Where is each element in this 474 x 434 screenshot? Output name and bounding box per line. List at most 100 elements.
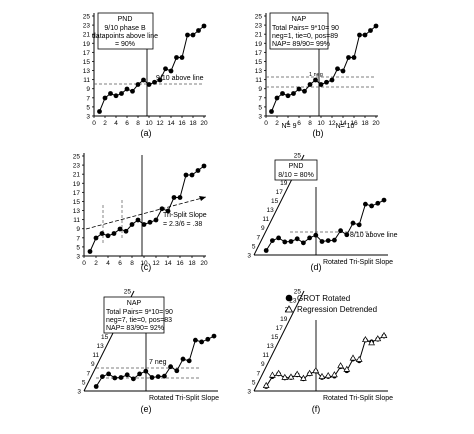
regression-point (293, 370, 301, 377)
caption-b: (b) (313, 128, 324, 138)
regression-point (262, 381, 270, 388)
x-tick-label: 20 (200, 260, 208, 267)
y-tick-label: 23 (73, 163, 81, 170)
regression-point (380, 331, 388, 338)
data-point (112, 375, 118, 381)
y-tick-label: 13 (96, 343, 104, 350)
data-point (174, 55, 179, 60)
caption-c: (c) (141, 262, 152, 272)
data-point (146, 82, 152, 87)
data-point (106, 371, 111, 377)
data-point (307, 82, 313, 87)
axes-c (83, 153, 206, 257)
x-ticks-a: 0 2 4 6 8 10 12 14 16 18 20 (92, 116, 208, 127)
data-point (362, 32, 368, 38)
y-tick-label: 7 (256, 370, 260, 377)
y-tick-label: 7 (258, 95, 262, 102)
y-tick-label: 21 (73, 172, 81, 179)
y-tick-label: 11 (262, 216, 269, 223)
regression-point (300, 374, 307, 381)
data-point (288, 239, 294, 244)
data-point (302, 88, 307, 94)
data-point (183, 172, 189, 178)
data-point (131, 376, 136, 382)
x-tick-label: 20 (200, 120, 208, 127)
x-tick-label: 8 (308, 120, 312, 127)
y-tick-label: 5 (252, 243, 256, 250)
y-tick-label: 25 (294, 153, 302, 160)
data-point (141, 222, 147, 227)
data-point (356, 222, 362, 228)
x-tick-label: 2 (94, 260, 98, 267)
data-point (307, 235, 312, 241)
nap-line-2-e: neg=7, tie=0, pos=83 (106, 317, 172, 324)
data-point (381, 197, 387, 203)
data-point (329, 77, 335, 83)
data-point (93, 384, 99, 389)
y-tick-label: 7 (86, 95, 90, 102)
slope-label-1-c: Tri-Split Slope (163, 212, 207, 219)
y-tick-label: 9 (261, 225, 265, 232)
pnd-title-a: PND (118, 16, 133, 23)
y-ticks-b: 3 5 7 9 11 13 15 17 19 21 23 25 (255, 14, 266, 121)
y-tick-label: 15 (255, 59, 263, 66)
data-point (285, 93, 291, 99)
neg-label-e: 7 neg (149, 359, 167, 366)
x-tick-label: 14 (164, 260, 172, 267)
x-tick-label: 0 (264, 120, 268, 127)
data-point (357, 32, 362, 38)
data-point (346, 55, 351, 60)
x-tick-label: 4 (286, 120, 290, 127)
y-tick-label: 9 (91, 361, 95, 368)
y-tick-label: 13 (83, 68, 91, 75)
data-point (157, 77, 163, 83)
n-phase-a-b: N= 9 (282, 123, 297, 130)
data-point (168, 68, 174, 74)
y-tick-label: 17 (255, 50, 263, 57)
y-tick-label: 11 (92, 352, 99, 359)
y-tick-label: 11 (262, 352, 269, 359)
x-tick-label: 6 (297, 120, 301, 127)
x-tick-label: 2 (103, 120, 107, 127)
pnd-annotation-box-d (274, 159, 318, 181)
data-point (319, 239, 325, 244)
y-tick-label: 21 (83, 32, 91, 39)
data-point (373, 23, 379, 29)
trend-arrow-head-c (199, 196, 206, 201)
data-point (99, 231, 105, 236)
neg-label-b: 1 neg (309, 72, 323, 78)
x-tick-label: 2 (275, 120, 279, 127)
data-point (190, 32, 196, 38)
regression-point (349, 354, 357, 361)
data-series-a (97, 23, 207, 114)
pnd-line-2-a: datapoints above line (92, 33, 158, 40)
y-tick-label: 15 (101, 334, 109, 341)
data-point (153, 217, 159, 223)
y-tick-label: 15 (271, 198, 279, 205)
data-point (143, 368, 149, 374)
data-point (97, 109, 102, 114)
pnd-annotation-box-a (97, 12, 154, 50)
data-point (147, 219, 153, 225)
nap-title-b: NAP (292, 16, 307, 23)
y-tick-label: 7 (256, 234, 260, 241)
x-tick-label: 8 (130, 260, 134, 267)
data-point (93, 235, 99, 241)
caption-e: (e) (141, 404, 152, 414)
x-tick-label: 12 (156, 120, 164, 127)
y-tick-label: 19 (280, 180, 288, 187)
data-point (141, 77, 146, 83)
regression-point (306, 369, 313, 376)
data-point (375, 200, 381, 206)
y-tick-label: 17 (276, 189, 284, 196)
x-tick-label: 18 (361, 120, 369, 127)
x-axis-label-f: Rotated Tri-Split Slope (323, 395, 393, 402)
y-tick-label: 25 (83, 14, 91, 21)
pnd-line-3-a: = 90% (115, 41, 135, 48)
y-tick-label: 3 (86, 114, 90, 121)
data-point (294, 236, 300, 242)
y-tick-label: 11 (83, 77, 90, 84)
y-tick-label: 19 (73, 181, 81, 188)
y-tick-label: 25 (255, 14, 263, 21)
y-tick-label: 13 (266, 343, 274, 350)
